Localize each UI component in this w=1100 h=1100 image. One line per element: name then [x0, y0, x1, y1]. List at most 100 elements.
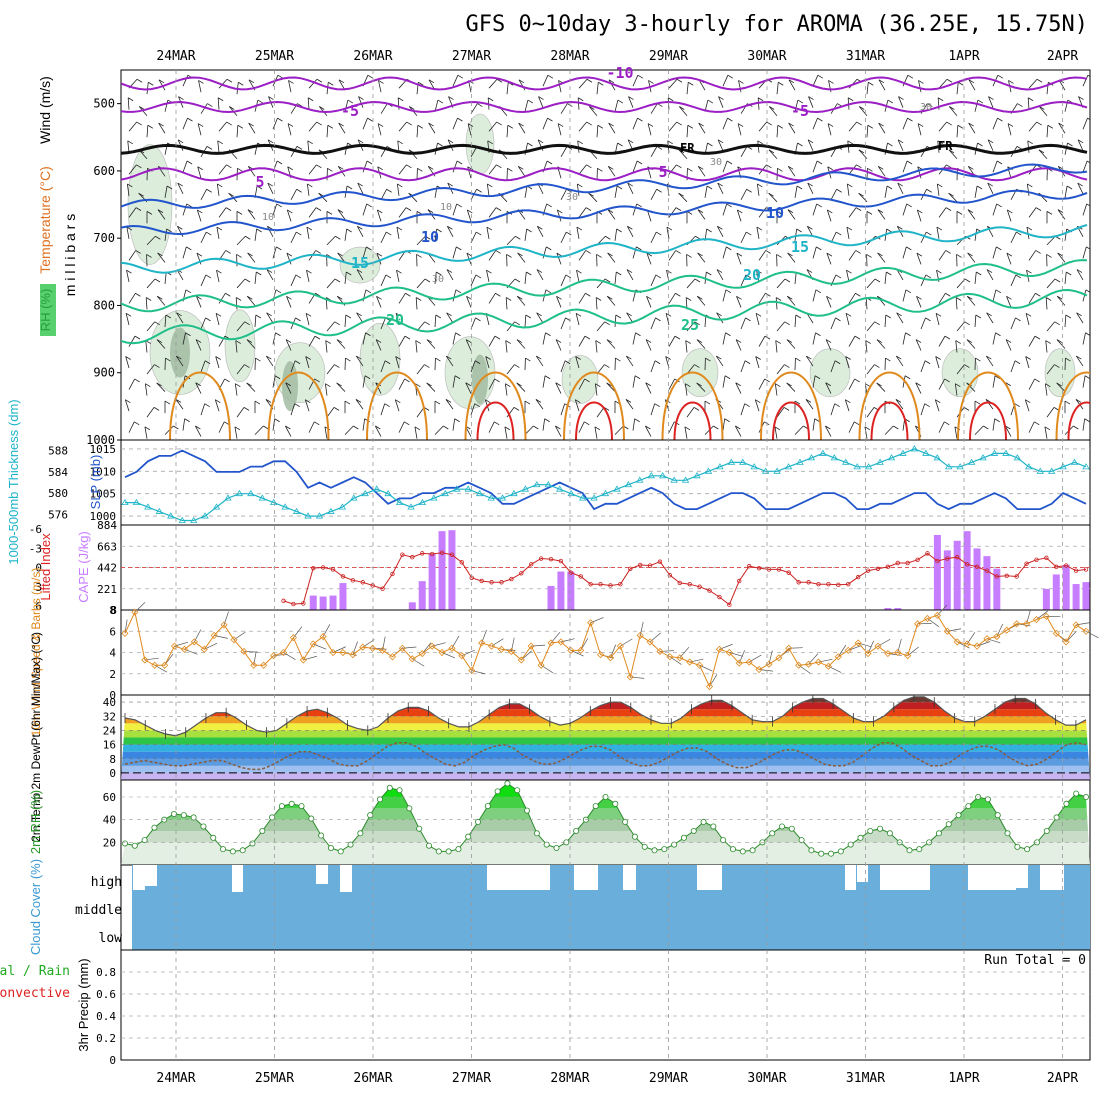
- wind-barb-flag: [198, 80, 204, 84]
- wind-barb: [758, 250, 767, 261]
- wind-barb: [776, 364, 785, 375]
- wind-barb-flag: [735, 382, 741, 387]
- wind-barb-flag: [197, 166, 203, 171]
- wind-barb-flag: [606, 339, 613, 343]
- wind-barb: [344, 314, 347, 328]
- wind-barb-flag: [655, 274, 662, 279]
- wind-barb: [1046, 364, 1055, 375]
- wind-barb-flag: [295, 317, 301, 322]
- wind-barb-flag: [1014, 403, 1020, 408]
- wind-barb: [415, 297, 418, 310]
- wind-barb: [878, 79, 886, 91]
- wind-barb-flag: [1038, 149, 1045, 154]
- wind-barb-flag: [333, 407, 340, 411]
- wind-barb: [542, 246, 547, 259]
- wind-barb-flag: [276, 160, 283, 165]
- wind-barb-flag: [604, 321, 610, 326]
- temp-band: [121, 696, 1090, 703]
- wind-barb-flag: [686, 254, 692, 258]
- wind-barb: [362, 117, 368, 130]
- temperature-contour-warm: [1055, 371, 1090, 440]
- wind-barb-flag: [675, 292, 681, 297]
- wind-barb: [650, 146, 658, 157]
- wind-barb: [308, 121, 318, 132]
- wind-barb-flag: [585, 207, 592, 211]
- wind-barb-flag: [516, 382, 522, 387]
- wind-barb-flag: [716, 269, 723, 273]
- rh-point: [945, 821, 952, 828]
- wind-barb: [217, 140, 220, 153]
- wind-speed-point: [388, 653, 397, 661]
- wind-barb: [126, 270, 130, 283]
- wind-barb: [788, 122, 796, 134]
- wind-barb-flag: [656, 188, 662, 193]
- wind-barb: [812, 289, 817, 302]
- wind-speed-point: [240, 647, 248, 656]
- wind-barb: [1046, 125, 1049, 138]
- wind-barb-flag: [465, 339, 472, 343]
- wind-barb: [607, 209, 616, 220]
- wind-barb-flag: [858, 192, 864, 197]
- freezing-label: FR: [938, 139, 953, 153]
- slp-marker: [441, 489, 450, 497]
- wind-barb: [1005, 339, 1012, 351]
- wind-barb: [286, 252, 292, 265]
- wind-barb-flag: [265, 399, 272, 403]
- wind-barb: [1006, 252, 1012, 265]
- wind-barb: [632, 160, 638, 173]
- wind-barb-flag: [186, 246, 192, 251]
- rh-point: [906, 847, 913, 854]
- wind-barb-flag: [788, 122, 794, 127]
- wind-barb-flag: [154, 364, 160, 368]
- wind-barb-flag: [585, 292, 591, 297]
- wind-barb-flag: [584, 335, 591, 340]
- wind-barb-flag: [505, 340, 511, 344]
- lifted-index-point: [964, 562, 970, 567]
- wind-barb-flag: [127, 97, 134, 102]
- wind-barb-flag: [825, 382, 831, 387]
- cape-bar: [884, 608, 892, 610]
- wind-barb: [357, 226, 364, 238]
- wind-barb: [218, 164, 227, 175]
- wind-barb: [876, 382, 886, 392]
- wind-barb-flag: [1076, 269, 1083, 273]
- wind-barb: [967, 209, 976, 220]
- wind-barb-flag: [476, 231, 482, 236]
- wind-barb: [1028, 207, 1037, 218]
- wind-barb-flag: [205, 317, 211, 322]
- wind-barb: [808, 96, 814, 108]
- wind-barb-flag: [255, 314, 262, 319]
- lifted-index-point: [390, 571, 395, 577]
- wind-barb-flag: [1058, 122, 1064, 127]
- wind-barb-flag: [945, 292, 951, 297]
- wind-barb-flag: [184, 418, 190, 423]
- wind-barb-flag: [706, 228, 712, 233]
- wind-barb-flag: [896, 312, 902, 317]
- wind-barb: [884, 185, 888, 198]
- cape-tick-label: 221: [97, 583, 117, 596]
- wind-barb: [376, 252, 382, 265]
- slp-marker: [842, 458, 850, 465]
- temperature-label: 20: [386, 311, 404, 329]
- wind-barb-flag: [386, 231, 392, 236]
- lifted-index-point: [1014, 574, 1019, 579]
- wind-barb-flag: [744, 403, 750, 408]
- rh-point: [631, 833, 638, 840]
- wind-barb-flag: [494, 421, 500, 426]
- slp-marker: [819, 449, 827, 456]
- wind-barb-flag: [706, 271, 712, 276]
- wind-barb: [775, 297, 778, 310]
- wind-barb-flag: [698, 165, 704, 170]
- wind-barb-flag: [367, 117, 373, 122]
- slp-marker: [739, 458, 747, 465]
- wind-barb: [920, 274, 927, 287]
- wind-barb: [606, 296, 616, 306]
- precip-axis-label: 3hr Precip (mm): [76, 958, 91, 1051]
- wind-barb-flag: [957, 124, 964, 129]
- wind-barb-flag: [545, 332, 551, 337]
- wind-speed-point: [359, 643, 367, 651]
- rh-point: [543, 841, 550, 848]
- wind-barb-flag: [887, 99, 894, 104]
- wind-speed-point: [696, 661, 704, 669]
- wind-barb: [812, 332, 816, 345]
